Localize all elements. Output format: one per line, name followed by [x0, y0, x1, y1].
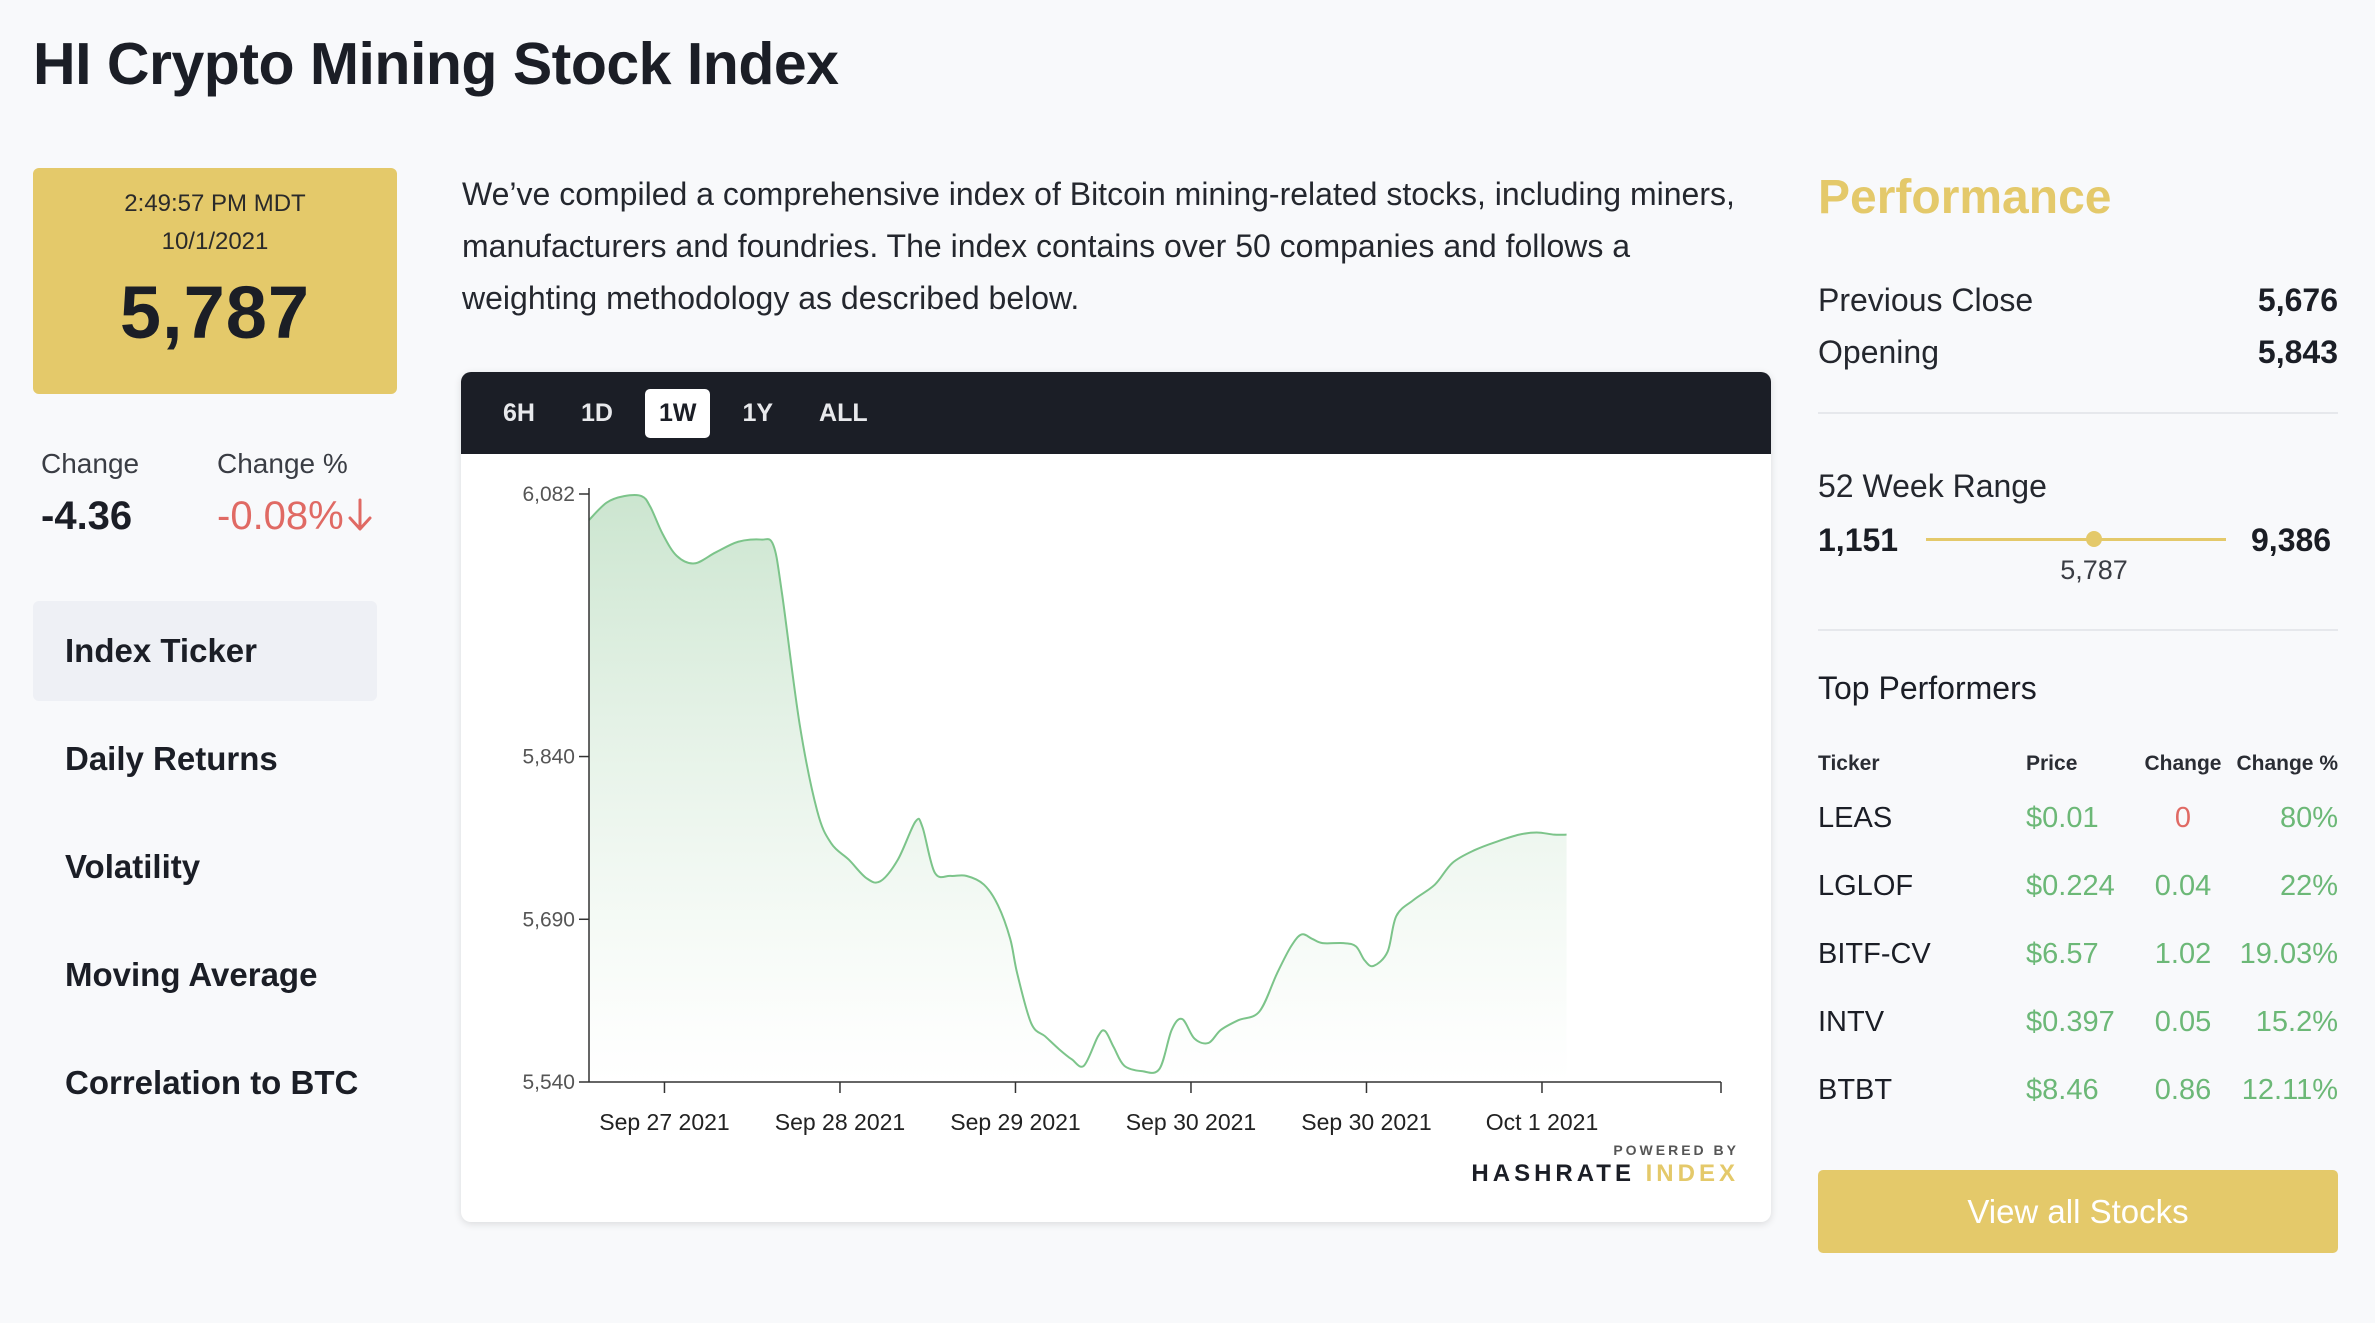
x-tick-label: Sep 28 2021: [775, 1109, 905, 1135]
change-pct-value: -0.08%: [217, 494, 374, 539]
header-price: Price: [2026, 752, 2078, 775]
change-cell: 0.86: [2154, 1073, 2212, 1106]
page-title: HI Crypto Mining Stock Index: [33, 31, 839, 97]
change-pct-cell: 15.2%: [2255, 1005, 2338, 1038]
previous-close-label: Previous Close: [1818, 282, 2034, 318]
performance-title: Performance: [1818, 171, 2112, 224]
change-cell: 0.05: [2154, 1005, 2212, 1038]
opening-row: Opening 5,843: [1818, 334, 2338, 371]
opening-label: Opening: [1818, 334, 1939, 370]
index-description: We’ve compiled a comprehensive index of …: [462, 176, 1735, 316]
opening-value: 5,843: [2257, 334, 2338, 370]
change-pct-text: -0.08%: [217, 494, 344, 538]
x-tick-label: Sep 30 2021: [1301, 1109, 1431, 1135]
top-performers-title: Top Performers: [1818, 670, 2037, 706]
table-row[interactable]: INTV $0.397 0.05 15.2%: [1818, 988, 2338, 1056]
range-button-1d[interactable]: 1D: [580, 398, 613, 427]
range-button-1w[interactable]: 1W: [644, 388, 711, 438]
nav-item-volatility[interactable]: Volatility: [65, 848, 201, 885]
change-cell: 0.04: [2154, 869, 2212, 902]
ticker-cell: BTBT: [1818, 1073, 1893, 1106]
change-value: -4.36: [41, 494, 133, 538]
table-row[interactable]: BTBT $8.46 0.86 12.11%: [1818, 1056, 2338, 1124]
week-range-current: 5,787: [2060, 555, 2128, 585]
y-tick-label: 5,840: [522, 746, 575, 769]
change-pct-block: Change % -0.08%: [217, 448, 374, 539]
ticker-cell: BITF-CV: [1818, 937, 1931, 970]
arrow-down-icon: [348, 498, 372, 531]
change-pct-cell: 12.11%: [2241, 1073, 2338, 1106]
ticker-cell: LGLOF: [1818, 869, 1914, 902]
header-change-pct: Change %: [2236, 752, 2338, 775]
price-cell: $6.57: [2026, 937, 2099, 970]
previous-close-row: Previous Close 5,676: [1818, 282, 2338, 319]
x-tick-label: Sep 29 2021: [950, 1109, 1080, 1135]
change-pct-cell: 80%: [2279, 801, 2338, 834]
y-tick-label: 5,690: [522, 908, 575, 931]
header-ticker: Ticker: [1818, 752, 1880, 775]
change-cell: 0: [2174, 801, 2192, 834]
range-button-6h[interactable]: 6H: [503, 398, 535, 427]
previous-close-value: 5,676: [2257, 282, 2338, 318]
price-cell: $0.01: [2026, 801, 2099, 834]
table-row[interactable]: LEAS $0.01 0 80%: [1818, 784, 2338, 852]
price-cell: $0.397: [2026, 1005, 2115, 1038]
change-pct-cell: 22%: [2279, 869, 2338, 902]
table-row[interactable]: LGLOF $0.224 0.04 22%: [1818, 852, 2338, 920]
change-pct-cell: 19.03%: [2239, 937, 2338, 970]
nav-item-daily-returns[interactable]: Daily Returns: [65, 740, 278, 777]
brand-name: HASHRATE INDEX: [1471, 1160, 1739, 1188]
ticker-cell: LEAS: [1818, 801, 1893, 834]
chart-area-fill: [589, 495, 1567, 1082]
price-date: 10/1/2021: [161, 228, 269, 255]
price-cell: $8.46: [2026, 1073, 2099, 1106]
index-price-card: 2:49:57 PM MDT 10/1/2021 5,787: [33, 168, 397, 394]
y-tick-label: 5,540: [522, 1071, 575, 1094]
table-row[interactable]: BITF-CV $6.57 1.02 19.03%: [1818, 920, 2338, 988]
header-change: Change: [2144, 752, 2222, 775]
change-label: Change: [41, 448, 140, 479]
change-pct-label: Change %: [217, 448, 348, 479]
chart-range-toolbar: 6H 1D 1W 1Y ALL: [461, 372, 1771, 454]
x-tick-label: Sep 30 2021: [1126, 1109, 1256, 1135]
nav-item-correlation-btc[interactable]: Correlation to BTC: [65, 1064, 359, 1101]
week-range-low: 1,151: [1818, 522, 1899, 558]
change-cell: 1.02: [2154, 937, 2212, 970]
x-tick-label: Sep 27 2021: [599, 1109, 729, 1135]
x-tick-label: Oct 1 2021: [1486, 1109, 1599, 1135]
nav-item-moving-average[interactable]: Moving Average: [65, 956, 318, 993]
price-cell: $0.224: [2026, 869, 2115, 902]
week-range-label: 52 Week Range: [1818, 468, 2047, 504]
divider: [1818, 412, 2338, 414]
table-header-row: Ticker Price Change Change %: [1818, 744, 2338, 784]
range-button-1y[interactable]: 1Y: [742, 398, 774, 427]
chart-card: 6H 1D 1W 1Y ALL 6,082 5,840 5,690 5,540 Sep …: [461, 372, 1771, 1222]
divider: [1818, 629, 2338, 631]
change-block: Change -4.36: [41, 448, 139, 539]
top-performers-table: Ticker Price Change Change % LEAS $0.01 0 8…: [1818, 744, 2338, 1124]
week-range-track: [1926, 538, 2226, 541]
side-nav: Index Ticker Daily Returns Volatility Mo…: [33, 601, 377, 1141]
week-range-marker: [2086, 531, 2102, 547]
powered-by-text: POWERED BY: [1613, 1142, 1739, 1158]
price-time: 2:49:57 PM MDT: [124, 190, 306, 217]
ticker-cell: INTV: [1818, 1005, 1885, 1038]
nav-item-index-ticker[interactable]: Index Ticker: [33, 601, 377, 701]
view-all-stocks-button[interactable]: View all Stocks: [1818, 1170, 2338, 1253]
hashrate-index-logo: POWERED BY HASHRATE INDEX: [1471, 1142, 1739, 1188]
week-range-high: 9,386: [2251, 522, 2332, 558]
range-button-all[interactable]: ALL: [819, 398, 868, 427]
brand-name-accent: INDEX: [1645, 1160, 1739, 1187]
price-chart: 6,082 5,840 5,690 5,540 Sep 27 2021 Sep 28 20…: [522, 483, 1722, 1135]
chart-series-line: [588, 494, 1567, 1074]
y-tick-label: 6,082: [522, 483, 575, 506]
index-value: 5,787: [119, 271, 311, 354]
brand-name-main: HASHRATE: [1471, 1160, 1635, 1187]
